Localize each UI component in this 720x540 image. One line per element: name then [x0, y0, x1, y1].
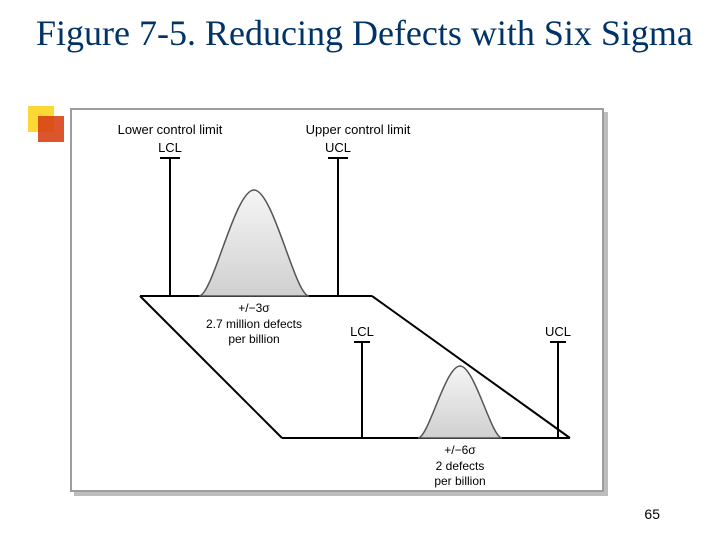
top-lcl-long-label: Lower control limit [118, 122, 223, 137]
top-ucl-long-label: Upper control limit [306, 122, 411, 137]
title-text: Figure 7-5. Reducing Defects with Six Si… [36, 12, 700, 55]
top-defects-line2: per billion [228, 332, 279, 346]
top-sigma-label: +/−3σ [238, 301, 270, 315]
bullet-square-orange [38, 116, 64, 142]
top-ucl-short: UCL [325, 140, 351, 155]
bottom-lcl-short: LCL [350, 324, 374, 339]
bottom-sigma-label: +/−6σ [444, 443, 476, 457]
six-sigma-diagram: Lower control limit Upper control limit LC… [72, 110, 602, 490]
bottom-defects-line1: 2 defects [436, 459, 485, 473]
bottom-ucl-short: UCL [545, 324, 571, 339]
top-bell-curve [199, 190, 309, 296]
top-lcl-short: LCL [158, 140, 182, 155]
bottom-bell-curve [418, 366, 502, 438]
bullet-decoration [28, 106, 64, 142]
page-number: 65 [644, 506, 660, 522]
bottom-defects-line2: per billion [434, 474, 485, 488]
top-defects-line1: 2.7 million defects [206, 317, 302, 331]
slide-title: Figure 7-5. Reducing Defects with Six Si… [36, 12, 700, 55]
figure-frame: Lower control limit Upper control limit LC… [70, 108, 604, 492]
